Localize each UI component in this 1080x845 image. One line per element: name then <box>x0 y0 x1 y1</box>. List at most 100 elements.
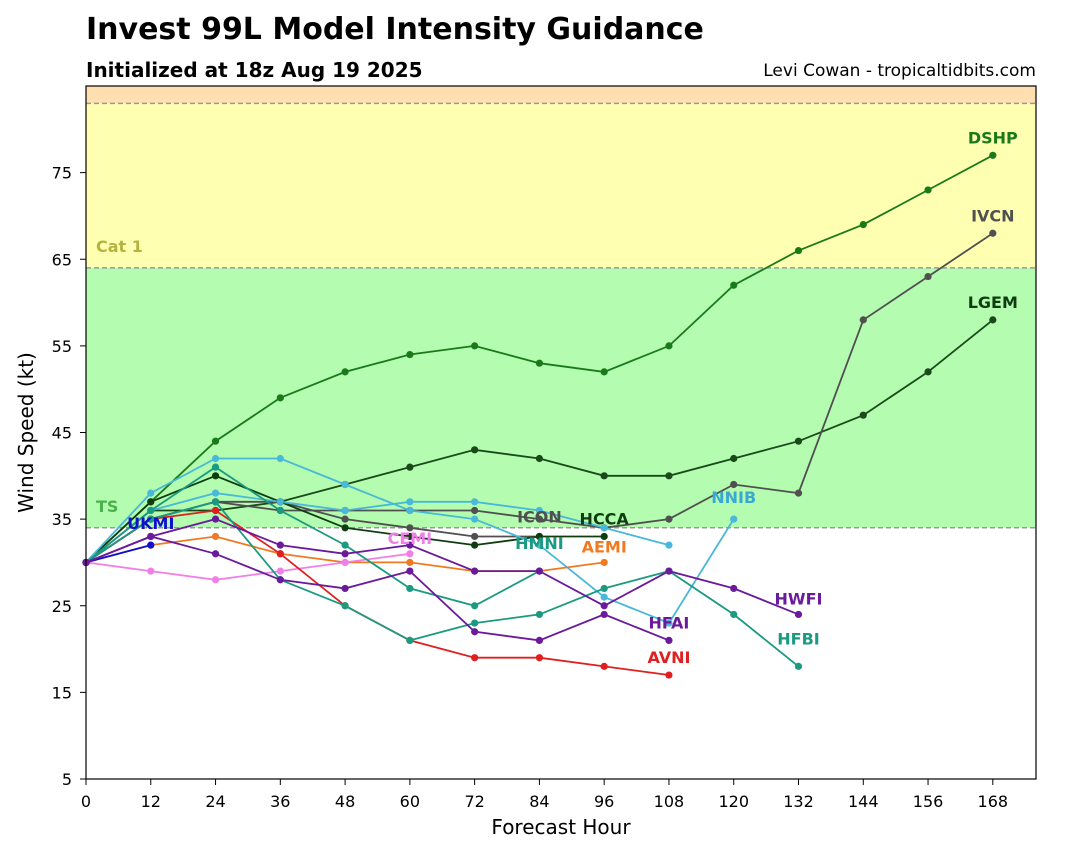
series-4-point-4 <box>341 524 349 532</box>
series-0-point-9 <box>665 342 673 350</box>
series-7-point-8 <box>600 558 608 567</box>
band-label-1: Cat 1 <box>96 237 143 256</box>
series-line-13 <box>85 518 799 616</box>
series-label-3: ICON <box>517 507 562 526</box>
series-8-point-3 <box>276 567 284 575</box>
chart-subtitle: Initialized at 18z Aug 19 2025 <box>86 58 423 82</box>
x-tick-label-7: 84 <box>529 792 549 811</box>
x-tick-label-2: 24 <box>205 792 225 811</box>
series-2-point-11 <box>794 489 803 497</box>
series-14-point-1 <box>147 532 155 541</box>
series-14-point-9 <box>665 636 673 645</box>
series-6-point-6 <box>471 498 479 506</box>
series-14-point-7 <box>535 636 544 645</box>
x-tick-label-6: 72 <box>464 792 484 811</box>
series-12-point-6 <box>471 619 479 627</box>
series-11-point-5 <box>406 584 414 593</box>
series-6-point-4 <box>341 506 349 515</box>
series-label-2: IVCN <box>971 206 1014 225</box>
series-5-point-5 <box>406 506 414 515</box>
series-0-point-2 <box>211 437 220 445</box>
series-4-point-6 <box>471 541 479 549</box>
series-13-point-10 <box>730 584 738 593</box>
series-5-point-9 <box>665 619 673 627</box>
series-13-point-3 <box>276 541 284 549</box>
series-14-point-4 <box>341 584 349 593</box>
series-0-point-8 <box>600 368 608 376</box>
series-14-point-8 <box>600 610 608 619</box>
series-0-point-6 <box>471 342 479 350</box>
y-axis-label: Wind Speed (kt) <box>14 352 38 513</box>
series-13-point-8 <box>600 602 608 610</box>
series-label-12: HFBI <box>777 629 819 648</box>
series-3-point-6 <box>471 532 479 541</box>
series-2-point-12 <box>859 316 867 324</box>
x-tick-label-3: 36 <box>270 792 290 811</box>
series-0-point-7 <box>535 359 544 367</box>
series-1-point-14 <box>989 316 997 324</box>
series-13-point-9 <box>665 567 673 575</box>
category-bands: TS Cat 1 <box>86 86 1036 529</box>
series-14-point-2 <box>211 550 220 558</box>
y-tick-label-5: 55 <box>52 337 72 356</box>
series-line-9 <box>85 544 152 564</box>
x-tick-label-8: 96 <box>594 792 614 811</box>
series-0-point-14 <box>989 151 997 159</box>
y-tick-label-3: 35 <box>52 510 72 529</box>
series-12-point-1 <box>147 515 155 523</box>
series-4-point-2 <box>211 472 220 480</box>
series-1-point-11 <box>794 437 803 445</box>
series-5-point-6 <box>471 515 479 523</box>
series-line-8 <box>85 552 411 581</box>
series-label-9: UKMI <box>127 514 174 533</box>
series-14-point-3 <box>276 576 284 584</box>
series-12-point-4 <box>341 602 349 610</box>
band-label-0: TS <box>96 497 118 516</box>
series-4-point-1 <box>147 498 155 506</box>
x-tick-label-0: 0 <box>81 792 91 811</box>
series-11-point-1 <box>147 506 155 515</box>
series-5-point-10 <box>730 515 738 523</box>
series-1-point-7 <box>535 454 544 463</box>
series-label-11: HMNI <box>515 534 564 553</box>
y-tick-label-6: 65 <box>52 250 72 269</box>
series-1-point-13 <box>924 368 932 376</box>
series-label-4: HCCA <box>580 509 630 528</box>
series-10-point-8 <box>600 662 608 670</box>
series-2-point-7 <box>535 515 544 523</box>
series-0-point-13 <box>924 186 932 194</box>
band-1 <box>86 103 1036 268</box>
series-line-11 <box>85 466 540 607</box>
series-14-point-6 <box>471 628 479 636</box>
series-6-point-5 <box>406 498 414 506</box>
series-8-point-2 <box>211 576 220 584</box>
series-8-point-5 <box>406 550 414 558</box>
series-10-point-9 <box>665 671 673 679</box>
series-5-point-2 <box>211 454 220 463</box>
series-line-14 <box>85 535 670 642</box>
y-tick-label-1: 15 <box>52 683 72 702</box>
series-14-point-5 <box>406 567 414 575</box>
series-8-point-1 <box>147 567 155 575</box>
x-tick-label-11: 132 <box>783 792 814 811</box>
series-11-point-3 <box>276 506 284 515</box>
series-1-point-6 <box>471 446 479 454</box>
series-5-point-3 <box>276 454 284 463</box>
series-label-0: DSHP <box>968 128 1018 147</box>
series-2-point-13 <box>924 272 932 281</box>
series-2-point-14 <box>989 229 997 237</box>
series-13-point-6 <box>471 567 479 575</box>
series-2-point-10 <box>730 480 738 489</box>
band-0 <box>86 267 1036 528</box>
series-11-point-6 <box>471 602 479 610</box>
series-8-point-4 <box>341 558 349 567</box>
series-0-point-10 <box>730 281 738 289</box>
series-5-point-4 <box>341 480 349 489</box>
series-label-5: NNIB <box>711 488 756 507</box>
series-6-point-9 <box>665 541 673 549</box>
series-10-point-7 <box>535 654 544 662</box>
series-7-point-5 <box>406 558 414 567</box>
series-label-7: AEMI <box>582 537 627 556</box>
series-1-point-12 <box>859 411 867 419</box>
